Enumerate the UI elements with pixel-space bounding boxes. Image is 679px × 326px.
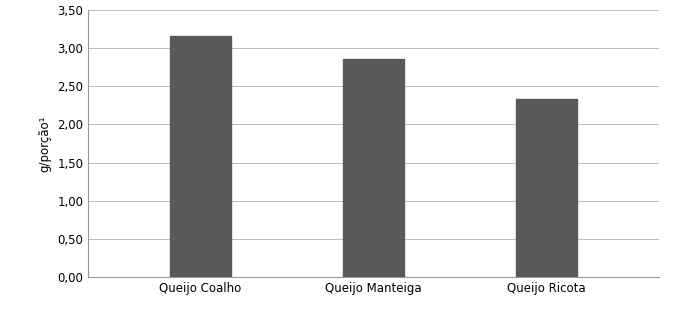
Bar bbox=[343, 59, 404, 277]
Bar bbox=[516, 99, 576, 277]
Y-axis label: g/porção¹: g/porção¹ bbox=[39, 115, 52, 172]
Bar bbox=[170, 36, 231, 277]
